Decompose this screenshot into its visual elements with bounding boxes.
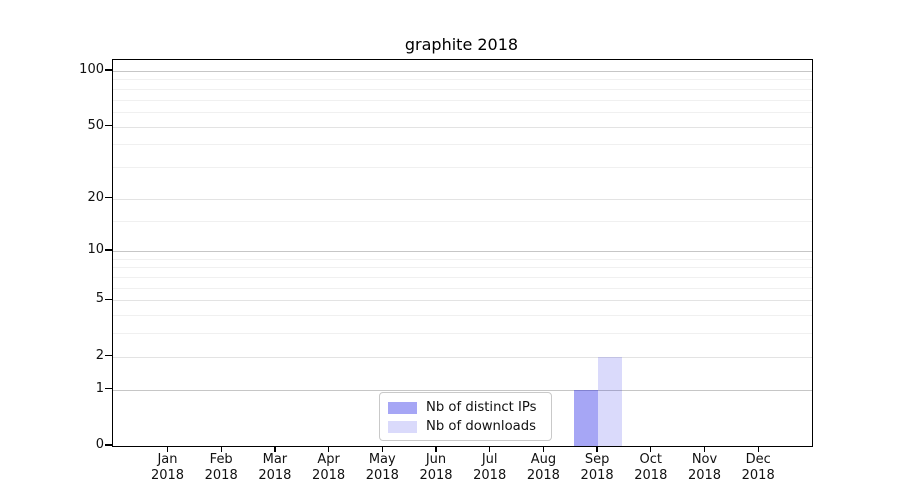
minor-gridline <box>113 144 812 146</box>
y-tick-label: 100 <box>79 62 104 77</box>
chart-title: graphite 2018 <box>404 35 519 54</box>
x-tick-label: Feb 2018 <box>186 452 256 483</box>
x-tick-label: May 2018 <box>347 452 417 483</box>
x-tick-month: Oct <box>639 452 663 467</box>
y-tick-label: 1 <box>95 380 104 396</box>
x-tick-year: 2018 <box>580 467 614 483</box>
minor-gridline <box>113 333 812 335</box>
minor-gridline <box>113 315 812 317</box>
minor-gridline <box>113 88 812 90</box>
x-tick-month: Feb <box>209 452 233 467</box>
y-tick-label: 5 <box>95 291 104 307</box>
legend-swatch-downloads <box>388 420 417 433</box>
x-tick-year: 2018 <box>258 467 292 483</box>
x-tick-mark <box>542 446 545 452</box>
legend: Nb of distinct IPs Nb of downloads <box>379 392 552 441</box>
x-tick-label: Jan 2018 <box>133 452 203 483</box>
major-gridline <box>113 71 812 72</box>
x-tick-mark <box>435 446 437 452</box>
x-tick-mark <box>327 446 330 452</box>
x-tick-mark <box>703 446 706 452</box>
x-tick-label: Jun 2018 <box>401 452 471 483</box>
bar-downloads <box>598 356 623 446</box>
x-tick-month: Jul <box>481 452 498 467</box>
legend-swatch-distinct-ips <box>388 401 417 414</box>
major-gridline <box>113 198 812 200</box>
x-tick-month: Jun <box>425 452 447 467</box>
minor-gridline <box>113 277 812 279</box>
x-tick-month: Jan <box>157 452 178 467</box>
x-tick-label: Sep 2018 <box>562 452 632 483</box>
y-tick-mark <box>105 249 112 251</box>
x-tick-mark <box>220 446 222 452</box>
x-tick-month: May <box>368 452 396 467</box>
bar-distinct-ips <box>574 389 599 446</box>
x-tick-year: 2018 <box>634 467 668 483</box>
x-tick-label: Oct 2018 <box>616 452 686 483</box>
minor-gridline <box>113 287 812 289</box>
x-tick-year: 2018 <box>473 467 507 483</box>
x-tick-month: Aug <box>530 452 557 467</box>
minor-gridline <box>113 166 812 168</box>
y-tick-mark <box>105 355 112 357</box>
x-tick-year: 2018 <box>312 467 346 483</box>
x-tick-year: 2018 <box>365 467 399 483</box>
minor-gridline <box>113 99 812 101</box>
x-tick-label: Nov 2018 <box>670 452 740 483</box>
x-tick-month: Apr <box>317 452 340 467</box>
minor-gridline <box>113 111 812 113</box>
x-tick-mark <box>381 446 383 452</box>
legend-label: Nb of downloads <box>426 419 536 434</box>
x-tick-mark <box>650 446 652 452</box>
x-tick-year: 2018 <box>204 467 238 483</box>
major-gridline <box>113 251 812 253</box>
x-tick-year: 2018 <box>526 467 560 483</box>
x-tick-year: 2018 <box>419 467 453 483</box>
y-tick-mark <box>105 69 112 71</box>
x-tick-mark <box>274 446 276 452</box>
y-tick-label: 50 <box>87 117 104 133</box>
y-tick-label: 10 <box>87 242 104 258</box>
y-tick-mark <box>105 124 112 127</box>
major-gridline <box>113 389 812 391</box>
x-tick-mark <box>166 446 169 452</box>
legend-item: Nb of downloads <box>388 417 551 436</box>
major-gridline <box>113 300 812 302</box>
minor-gridline <box>113 258 812 260</box>
x-tick-mark <box>757 446 759 452</box>
legend-item: Nb of distinct IPs <box>388 398 551 417</box>
minor-gridline <box>113 79 812 81</box>
major-gridline <box>113 126 812 128</box>
x-tick-label: Apr 2018 <box>294 452 364 483</box>
x-tick-label: Dec 2018 <box>723 452 793 483</box>
y-tick-mark <box>105 298 112 301</box>
legend-label: Nb of distinct IPs <box>426 400 537 415</box>
x-tick-year: 2018 <box>150 467 185 483</box>
x-tick-label: Aug 2018 <box>508 452 578 483</box>
x-tick-mark <box>489 446 491 452</box>
x-tick-mark <box>596 446 598 452</box>
x-tick-month: Sep <box>584 452 610 467</box>
major-gridline <box>113 356 812 358</box>
y-tick-mark <box>105 196 112 199</box>
x-tick-year: 2018 <box>741 467 775 483</box>
y-tick-label: 20 <box>87 189 104 205</box>
y-tick-label: 2 <box>95 347 104 363</box>
x-tick-month: Nov <box>691 452 718 467</box>
y-tick-label: 0 <box>95 437 104 452</box>
minor-gridline <box>113 267 812 269</box>
x-tick-year: 2018 <box>687 467 722 483</box>
y-tick-mark <box>105 387 112 390</box>
minor-gridline <box>113 220 812 222</box>
plot-area <box>112 59 813 447</box>
x-tick-month: Dec <box>745 452 771 467</box>
y-tick-mark <box>105 444 112 446</box>
x-tick-label: Jul 2018 <box>455 452 525 483</box>
x-tick-month: Mar <box>262 452 288 467</box>
x-tick-label: Mar 2018 <box>240 452 310 483</box>
